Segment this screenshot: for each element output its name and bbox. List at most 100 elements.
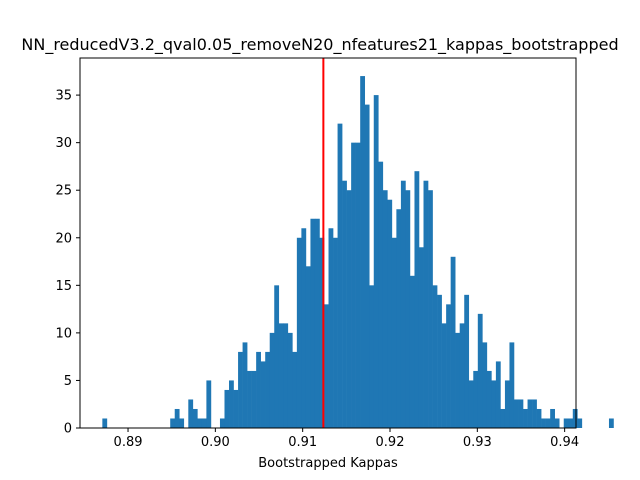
x-tick-label: 0.94: [550, 435, 579, 450]
histogram-bar: [260, 361, 266, 428]
histogram-bar: [319, 237, 325, 428]
histogram-bar: [238, 351, 243, 428]
histogram-bar: [296, 237, 302, 428]
histogram-bar: [418, 247, 424, 428]
histogram-bar: [301, 228, 307, 428]
histogram-bar: [206, 380, 212, 428]
ticks-layer: 0.89 0.90 0.91 0.92 0.93 0.94 0 5 10 15 20 25 30 35: [55, 89, 579, 450]
histogram-bar: [247, 370, 252, 428]
histogram-bar: [495, 361, 501, 428]
y-tick-label: 0: [64, 422, 72, 437]
histogram-bar: [527, 399, 533, 428]
histogram-bar: [473, 370, 479, 428]
histogram-bar: [446, 304, 451, 428]
histogram-bar: [513, 399, 519, 428]
histogram-bar: [563, 418, 569, 428]
histogram-bar: [174, 408, 180, 428]
histogram-bar: [608, 418, 614, 428]
x-tick-label: 0.91: [288, 435, 317, 450]
histogram-bar: [387, 199, 393, 428]
histogram-bar: [251, 370, 257, 428]
histogram-bar: [188, 399, 194, 428]
x-tick-label: 0.89: [114, 435, 143, 450]
histogram-bar: [391, 237, 397, 428]
histogram-bar: [396, 209, 402, 428]
histogram-bar: [219, 418, 225, 428]
histogram-bar: [283, 323, 289, 428]
histogram-bar: [229, 380, 234, 428]
histogram-bar: [342, 180, 347, 428]
histogram-bar: [414, 171, 420, 428]
y-tick-label: 5: [64, 374, 72, 389]
y-tick-label: 25: [55, 184, 72, 199]
bars-layer: [102, 76, 614, 429]
histogram-bar: [477, 313, 483, 428]
x-tick-label: 0.93: [463, 435, 492, 450]
histogram-bar: [360, 76, 366, 428]
histogram-bar: [541, 418, 546, 428]
histogram-bar: [355, 142, 361, 428]
histogram-bar: [224, 389, 230, 428]
histogram-bar: [328, 228, 334, 428]
histogram-bar: [192, 408, 198, 428]
histogram-bar: [428, 190, 433, 428]
histogram-bar: [351, 142, 356, 428]
histogram-bar: [554, 418, 560, 428]
y-tick-label: 15: [55, 279, 72, 294]
histogram-bar: [102, 418, 108, 428]
x-axis-title: Bootstrapped Kappas: [258, 456, 398, 471]
histogram-bar: [274, 285, 280, 428]
histogram-bar: [486, 370, 492, 428]
y-tick-label: 30: [55, 136, 72, 151]
chart-title: NN_reducedV3.2_qval0.05_removeN20_nfeatu…: [21, 35, 618, 55]
histogram-bar: [572, 408, 578, 428]
axes-layer: [79, 57, 577, 429]
histogram-bar: [464, 294, 470, 428]
histogram-bar: [455, 332, 460, 428]
histogram-bar: [532, 399, 537, 428]
histogram-bar: [201, 418, 207, 428]
histogram-bar: [314, 218, 320, 428]
histogram-bar: [518, 399, 524, 428]
histogram-bar: [450, 256, 456, 428]
histogram-bar: [523, 408, 528, 428]
histogram-bar: [346, 190, 352, 428]
histogram-bar: [310, 218, 316, 428]
y-tick-label: 10: [55, 326, 72, 341]
histogram-bar: [333, 237, 338, 428]
histogram-bar: [382, 190, 388, 428]
histogram-bar: [577, 418, 583, 428]
histogram-bar: [369, 285, 375, 428]
histogram-bar: [364, 104, 370, 429]
histogram-bar: [337, 123, 343, 428]
histogram-bar: [378, 161, 384, 428]
histogram-bar: [409, 275, 415, 428]
histogram-bar: [437, 294, 442, 428]
histogram-bar: [292, 351, 298, 428]
histogram-bar: [550, 408, 555, 428]
histogram-bar: [373, 95, 379, 428]
plot-frame: [79, 57, 577, 429]
histogram-bar: [423, 180, 429, 428]
histogram-bar: [269, 332, 275, 428]
histogram-bar: [170, 418, 176, 428]
x-tick-label: 0.92: [376, 435, 405, 450]
histogram-bar: [324, 304, 329, 428]
histogram-bar: [197, 418, 203, 428]
x-tick-label: 0.90: [201, 435, 230, 450]
histogram-bar: [242, 342, 248, 428]
histogram-bar: [233, 389, 239, 428]
histogram-bar: [287, 332, 293, 428]
histogram-bar: [305, 266, 311, 428]
histogram-bar: [509, 342, 515, 428]
histogram-bar: [500, 408, 506, 428]
histogram-bar: [536, 408, 542, 428]
histogram-bar: [568, 418, 574, 428]
histogram-bar: [504, 380, 510, 428]
histogram-bar: [491, 380, 497, 428]
histogram-bar: [405, 190, 411, 428]
histogram-bar: [256, 351, 261, 428]
histogram-bar: [265, 351, 271, 428]
